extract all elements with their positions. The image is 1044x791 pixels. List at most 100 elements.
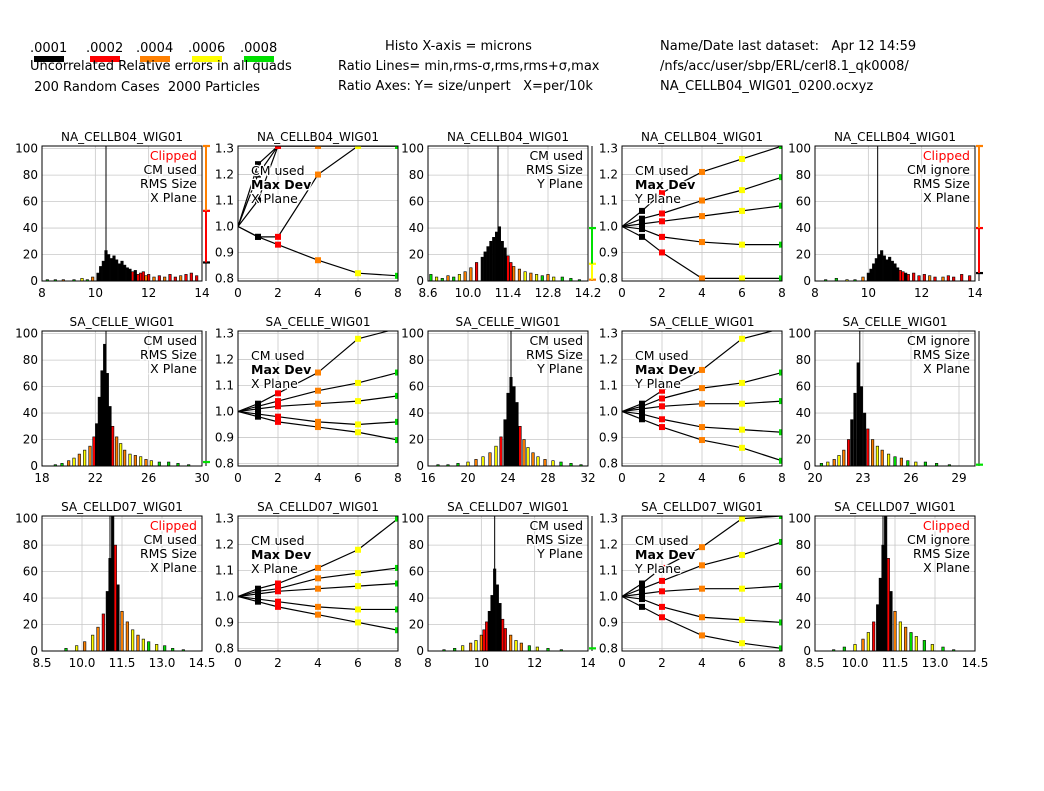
ratio-marker	[355, 335, 361, 342]
ratio-marker	[639, 226, 645, 233]
ratio-marker	[315, 585, 321, 592]
histogram-bar	[837, 455, 841, 466]
ratio-marker	[659, 387, 665, 394]
x-tick-label: 10	[474, 656, 489, 670]
ratio-marker	[779, 583, 782, 590]
ratio-line	[622, 205, 782, 228]
histogram-bar	[514, 640, 518, 651]
histogram-bar	[906, 274, 910, 281]
y-tick-label: 1.0	[215, 589, 234, 603]
legend-swatch	[192, 56, 222, 62]
histogram-bar	[195, 275, 199, 281]
histogram-bar	[85, 279, 89, 281]
ratio-marker	[639, 416, 645, 423]
chart-panel: SA_CELLD07_WIG01 8 10 12 14 0 20 40 60 80 100 CM us…	[401, 500, 596, 670]
y-tick-label: 80	[23, 353, 38, 367]
histogram-bar	[912, 272, 916, 281]
y-tick-label: 100	[401, 512, 424, 526]
histogram-bar	[474, 459, 478, 466]
y-tick-label: 0.9	[599, 430, 618, 444]
ratio-marker	[255, 161, 261, 168]
x-tick-label: 6	[354, 471, 362, 485]
header-center3: Ratio Axes: Y= size/unpert X=per/10k	[338, 79, 593, 94]
y-tick-label: 40	[23, 591, 38, 605]
chart-panel: SA_CELLD07_WIG01 0 2 4 6 8 0.8 0.9 1.0 1.1 1.2 1.3 C…	[215, 500, 402, 670]
ratio-marker	[275, 241, 281, 248]
plot-frame	[814, 330, 976, 467]
histogram-bar	[922, 274, 926, 281]
histogram-bar	[933, 276, 937, 281]
x-tick-label: 2	[274, 656, 282, 670]
chart-title: SA_CELLE_WIG01	[70, 315, 175, 329]
x-tick-label: 6	[354, 656, 362, 670]
panel-annotation: RMS Size	[526, 162, 583, 177]
histogram-bar	[67, 460, 71, 466]
histogram-bar	[487, 610, 491, 651]
chart-title: NA_CELLB04_WIG01	[447, 130, 569, 144]
y-tick-label: 40	[409, 221, 424, 235]
histogram-bar	[490, 595, 494, 651]
histogram-bar	[474, 640, 478, 651]
y-tick-label: 40	[409, 406, 424, 420]
ratio-marker	[315, 400, 321, 407]
y-tick-label: 1.1	[599, 379, 618, 393]
panel-annotation: RMS Size	[526, 532, 583, 547]
y-tick-label: 60	[409, 565, 424, 579]
x-tick-label: 8	[394, 286, 402, 300]
histogram-bar	[494, 445, 498, 466]
histogram-bar	[109, 258, 113, 281]
histogram-bar	[141, 638, 145, 651]
y-tick-label: 1.2	[215, 353, 234, 367]
plot-frame	[621, 145, 783, 282]
panel-annotation: Y Plane	[536, 546, 583, 561]
histogram-bar	[495, 584, 499, 651]
histogram-bar	[128, 268, 132, 281]
x-tick-label: 12	[527, 656, 542, 670]
x-tick-label: 13.0	[149, 656, 176, 670]
histogram-bar	[552, 276, 556, 281]
histogram-bar	[485, 621, 489, 651]
histogram-bar	[845, 279, 849, 281]
legend-value: .0002	[86, 41, 123, 56]
panel-annotation: RMS Size	[526, 347, 583, 362]
ratio-marker	[255, 598, 261, 605]
chart-panel: NA_CELLB04_WIG01 0 2 4 6 8 0.8 0.9 1.0 1.1 1.2 1.3 C…	[215, 130, 402, 300]
histogram-bar	[885, 259, 889, 281]
plot-frame	[427, 145, 589, 282]
ratio-marker	[275, 146, 281, 149]
histogram-bar	[108, 406, 112, 466]
histogram-bar	[906, 460, 910, 466]
histogram-bar	[157, 275, 161, 281]
ratio-marker	[779, 645, 782, 651]
ratio-marker	[659, 189, 665, 196]
x-tick-label: 2	[658, 286, 666, 300]
y-tick-label: 40	[796, 591, 811, 605]
ratio-marker	[659, 403, 665, 410]
histogram-bar	[882, 255, 886, 281]
panel-annotation: Y Plane	[634, 561, 681, 576]
ratio-marker	[699, 168, 705, 175]
histogram-bar	[952, 276, 956, 281]
histogram-bar	[99, 266, 103, 281]
y-tick-label: 0.9	[599, 245, 618, 259]
histogram-bar	[824, 279, 828, 281]
ratio-line	[238, 146, 398, 227]
x-tick-label: 14	[967, 286, 982, 300]
ratio-marker	[255, 233, 261, 240]
histogram-bar	[157, 461, 161, 466]
legend-swatch	[34, 56, 64, 62]
ratio-marker	[395, 272, 398, 279]
histogram-bar	[499, 436, 503, 466]
x-tick-label: 0	[234, 656, 242, 670]
y-tick-label: 0	[803, 459, 811, 473]
panel-annotation: Max Dev	[251, 547, 311, 562]
ratio-line	[622, 516, 782, 597]
histogram-bar	[479, 634, 483, 651]
chart-title: SA_CELLD07_WIG01	[641, 500, 763, 514]
ratio-marker	[395, 580, 398, 587]
ratio-line	[238, 225, 398, 277]
ratio-marker	[255, 590, 261, 597]
histogram-bar	[453, 648, 457, 651]
y-tick-label: 1.1	[215, 194, 234, 208]
